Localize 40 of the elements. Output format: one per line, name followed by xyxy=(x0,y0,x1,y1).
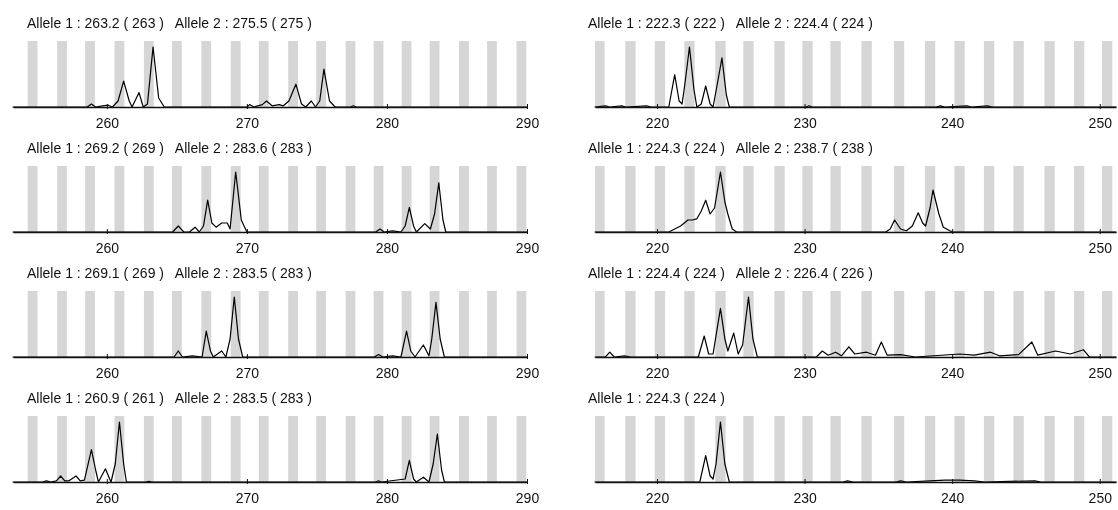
x-tick-label: 240 xyxy=(940,239,965,256)
x-tick-label: 260 xyxy=(95,239,120,256)
x-tick-label: 280 xyxy=(375,239,400,256)
x-tick-label: 250 xyxy=(1088,364,1113,381)
x-tick-label: 240 xyxy=(940,364,965,381)
chart-title: Allele 1 : 222.3 ( 222 ) Allele 2 : 224.4 ( 224 ) xyxy=(588,15,873,31)
x-tick-label: 240 xyxy=(940,114,965,131)
chart-title: Allele 1 : 224.3 ( 224 ) xyxy=(588,390,725,406)
x-tick-label: 250 xyxy=(1088,239,1113,256)
x-tick-label: 260 xyxy=(95,114,120,131)
x-tick-label: 280 xyxy=(375,114,400,131)
x-tick-label: 270 xyxy=(235,239,260,256)
x-tick-label: 270 xyxy=(235,364,260,381)
chart-title: Allele 1 : 260.9 ( 261 ) Allele 2 : 283.5 ( 283 ) xyxy=(27,390,312,406)
x-tick-label: 270 xyxy=(235,489,260,506)
x-tick-label: 280 xyxy=(375,364,400,381)
x-tick-label: 290 xyxy=(515,114,540,131)
x-tick-label: 290 xyxy=(515,239,540,256)
x-tick-label: 270 xyxy=(235,114,260,131)
chart-title: Allele 1 : 269.2 ( 269 ) Allele 2 : 283.6 ( 283 ) xyxy=(27,140,312,156)
x-tick-label: 220 xyxy=(645,239,670,256)
x-tick-label: 280 xyxy=(375,489,400,506)
x-tick-label: 230 xyxy=(793,114,817,131)
chart-title: Allele 1 : 269.1 ( 269 ) Allele 2 : 283.5 ( 283 ) xyxy=(27,265,312,281)
x-tick-label: 220 xyxy=(645,114,670,131)
chart-title: Allele 1 : 224.3 ( 224 ) Allele 2 : 238.7 ( 238 ) xyxy=(588,140,873,156)
x-tick-label: 220 xyxy=(645,489,670,506)
x-tick-label: 230 xyxy=(793,239,817,256)
x-tick-label: 220 xyxy=(645,364,670,381)
x-tick-label: 260 xyxy=(95,489,120,506)
x-tick-label: 230 xyxy=(793,489,817,506)
x-tick-label: 260 xyxy=(95,364,120,381)
x-tick-label: 250 xyxy=(1088,114,1113,131)
x-tick-label: 290 xyxy=(515,364,540,381)
chart-title: Allele 1 : 224.4 ( 224 ) Allele 2 : 226.4 ( 226 ) xyxy=(588,265,873,281)
x-tick-label: 240 xyxy=(940,489,965,506)
x-tick-label: 230 xyxy=(793,364,817,381)
chart-title: Allele 1 : 263.2 ( 263 ) Allele 2 : 275.5 ( 275 ) xyxy=(27,15,312,31)
x-tick-label: 290 xyxy=(515,489,540,506)
x-tick-label: 250 xyxy=(1088,489,1113,506)
